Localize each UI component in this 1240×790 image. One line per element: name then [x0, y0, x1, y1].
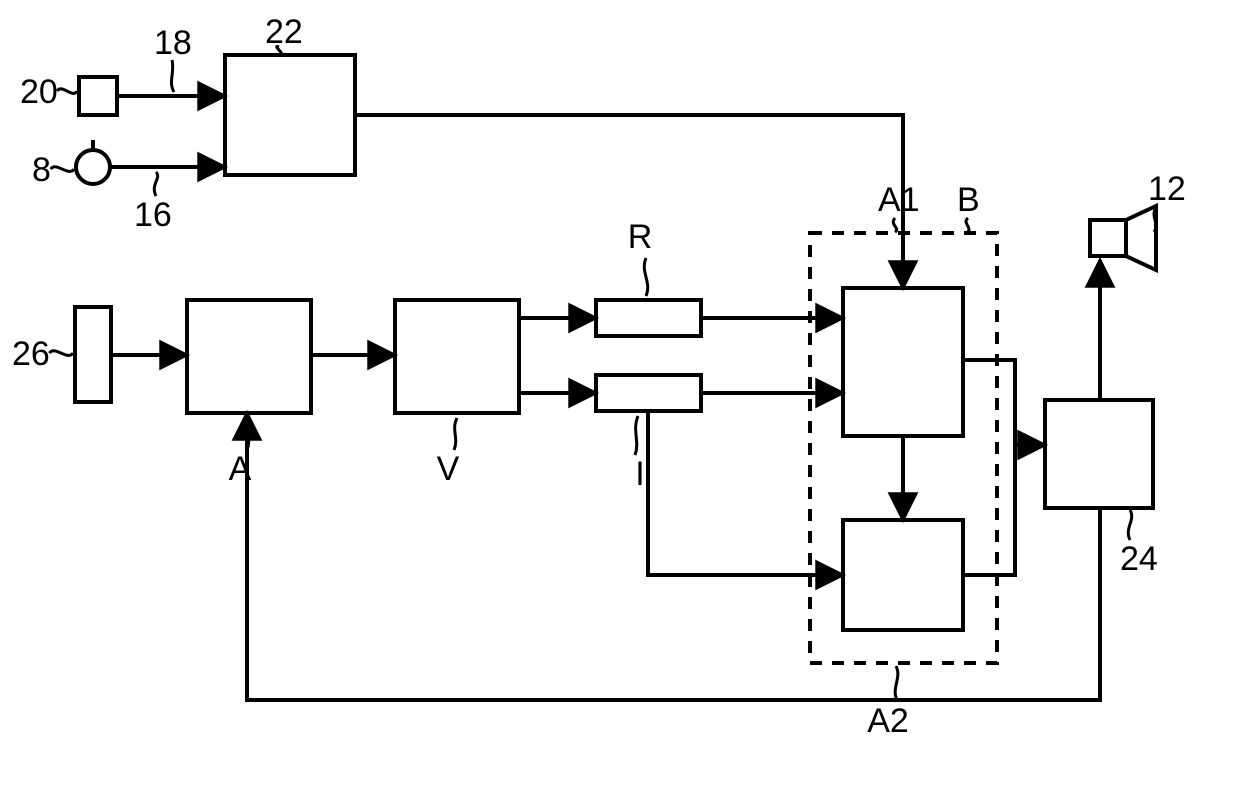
label-18: 18	[154, 24, 192, 62]
label-A2: A2	[867, 702, 909, 740]
leader-A2	[895, 666, 898, 700]
label-12: 12	[1148, 170, 1186, 208]
block-A2	[843, 520, 963, 630]
leader-20	[57, 89, 77, 94]
label-R: R	[628, 218, 653, 256]
leader-V	[454, 418, 457, 450]
block-12	[1090, 220, 1126, 256]
edge-n24-nA	[247, 413, 1100, 700]
block-diagram: 20 18 22 8 16 26 A V R I A1 B A2 24 12	[0, 0, 1240, 790]
label-20: 20	[20, 73, 58, 111]
leader-8	[51, 167, 74, 172]
leader-B	[966, 218, 969, 232]
edge-nI-nA2	[648, 411, 843, 575]
leader-16	[154, 172, 157, 196]
label-16: 16	[134, 196, 172, 234]
leader-I	[635, 416, 638, 455]
edge-n22-nA1	[355, 115, 903, 288]
leader-24	[1128, 510, 1131, 540]
label-I: I	[635, 455, 644, 493]
block-26	[75, 307, 111, 402]
block-22	[225, 55, 355, 175]
edge-nA2-n24	[963, 445, 1015, 575]
leader-12	[1154, 208, 1156, 232]
label-B: B	[957, 181, 980, 219]
block-A	[187, 300, 311, 413]
block-A1	[843, 288, 963, 436]
label-A1: A1	[878, 181, 920, 219]
label-24: 24	[1120, 540, 1158, 578]
label-22: 22	[265, 13, 303, 51]
label-8: 8	[32, 151, 51, 189]
label-26: 26	[12, 335, 50, 373]
label-A: A	[229, 450, 252, 488]
edge-nA1-n24	[963, 360, 1045, 445]
block-20	[79, 77, 117, 115]
block-V	[395, 300, 519, 413]
block-R	[596, 300, 701, 336]
speaker-horn-icon	[1126, 206, 1156, 270]
label-V: V	[437, 450, 460, 488]
leader-R	[644, 258, 647, 296]
block-I	[596, 375, 701, 411]
block-8	[76, 150, 110, 184]
block-24	[1045, 400, 1153, 508]
leader-A1	[893, 218, 896, 232]
leader-26	[49, 351, 73, 356]
leader-18	[171, 60, 174, 92]
leader-A	[247, 418, 250, 450]
